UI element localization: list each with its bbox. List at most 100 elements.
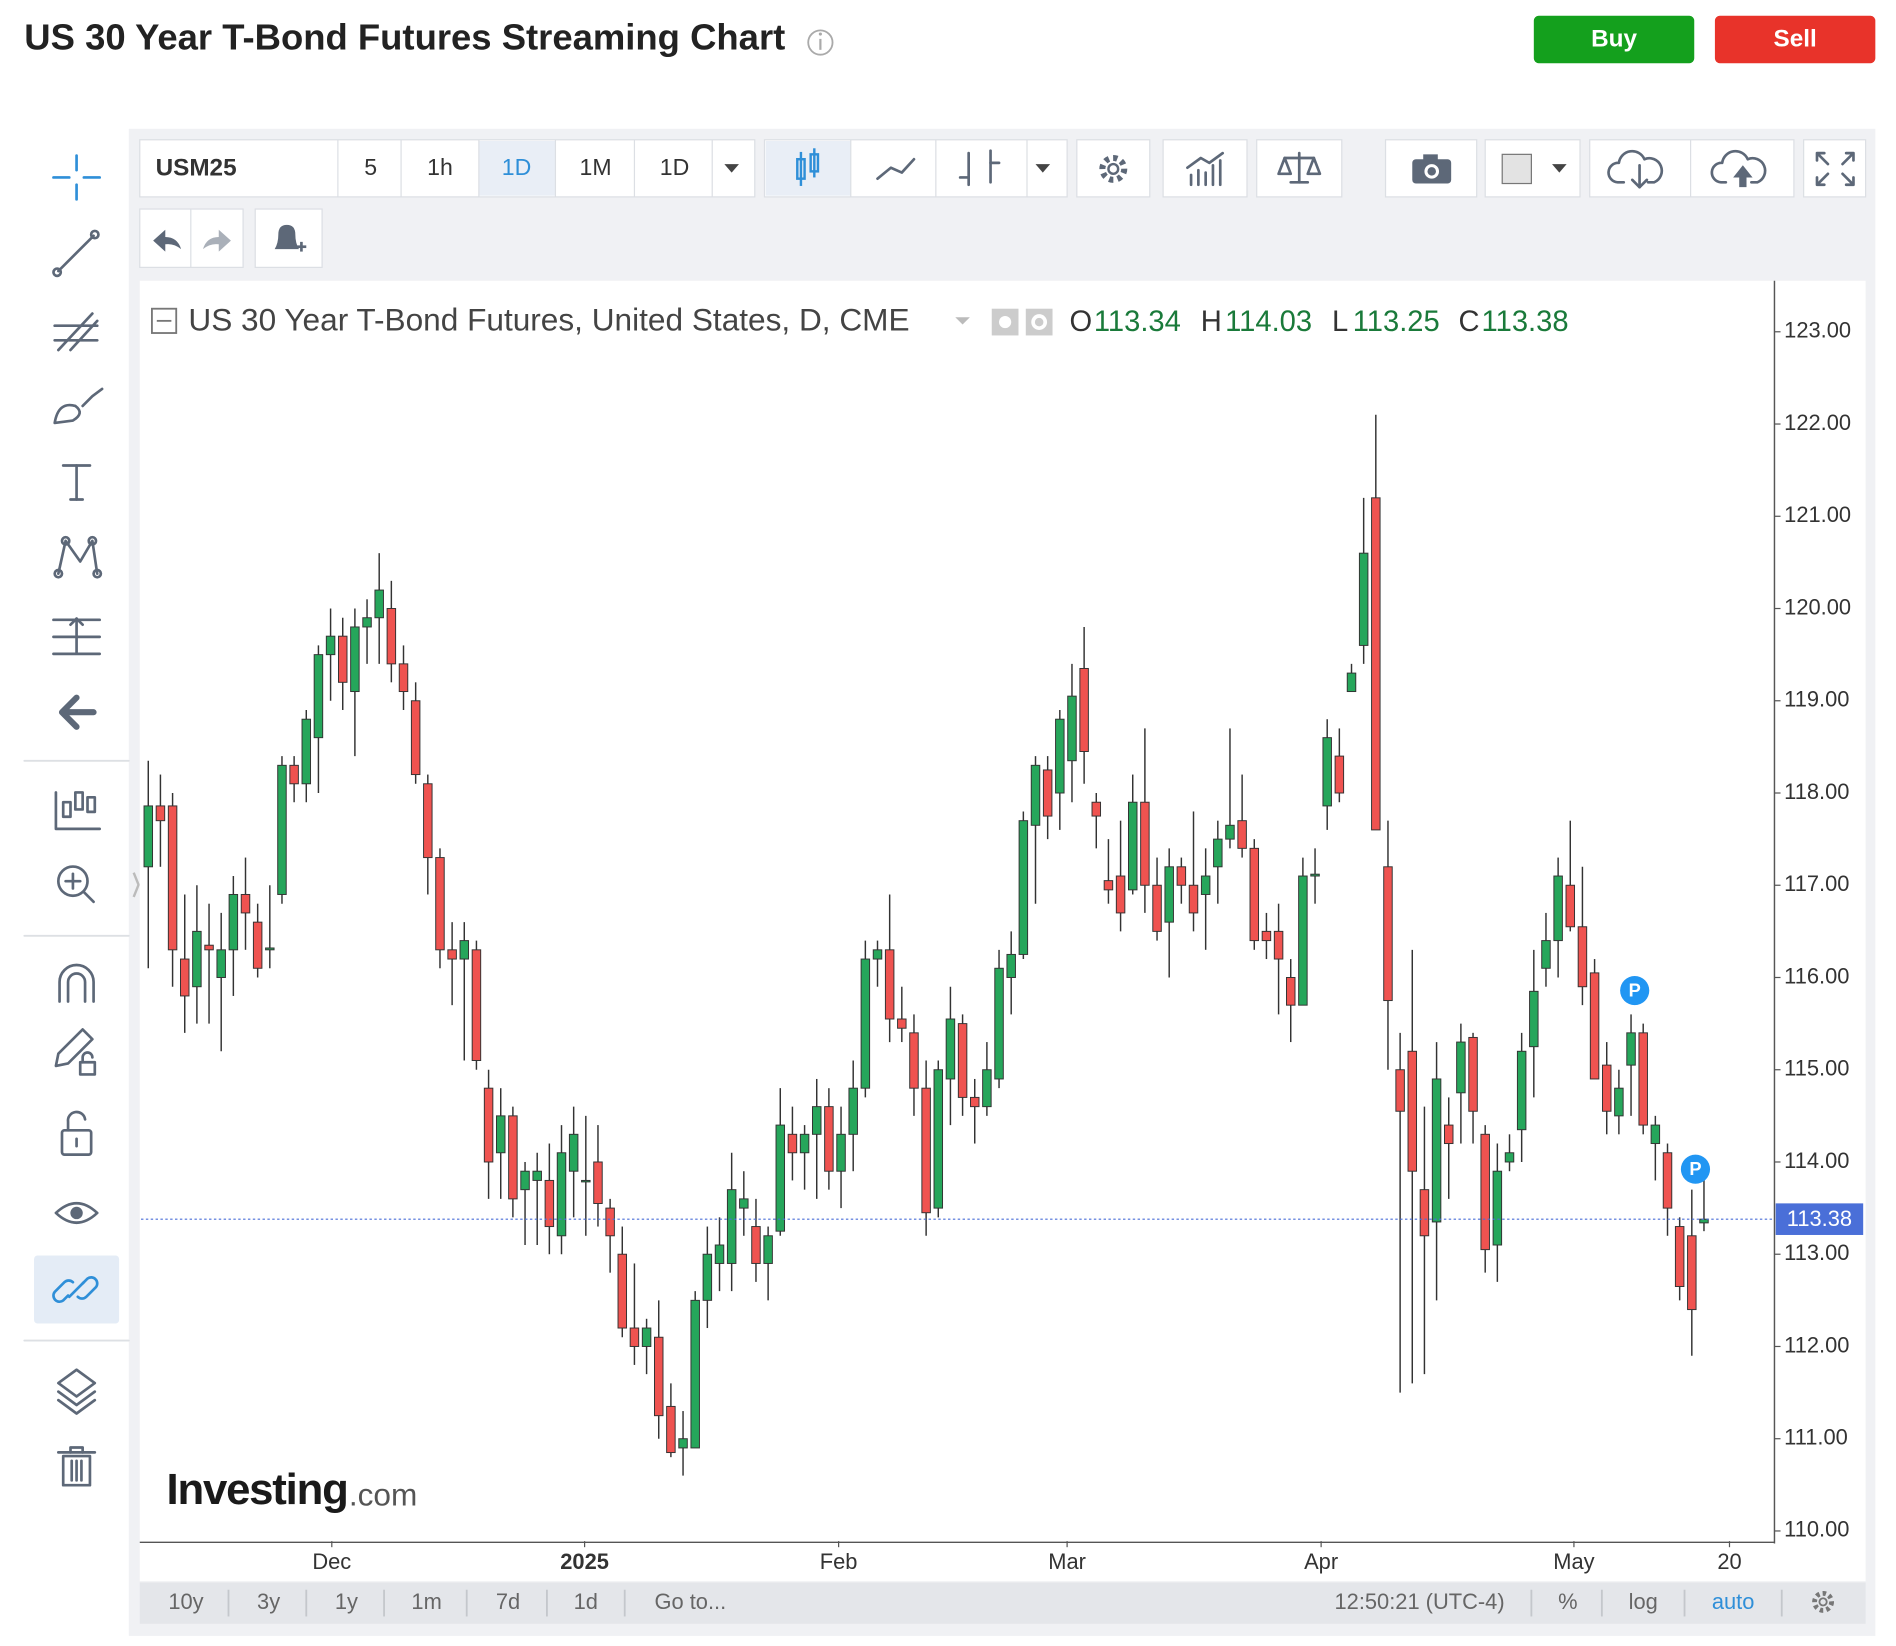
color-button[interactable]: [1484, 139, 1581, 198]
cloud-upload[interactable]: [1710, 149, 1767, 188]
range-button[interactable]: 3y: [257, 1589, 280, 1614]
fullscreen-button[interactable]: [1803, 139, 1867, 198]
candle-body: [836, 1133, 846, 1172]
redo-icon[interactable]: [202, 229, 231, 252]
buy-button[interactable]: [1533, 15, 1695, 64]
candle-body: [739, 1198, 749, 1209]
visibility-tool[interactable]: [54, 1201, 99, 1225]
fib-tool[interactable]: [53, 312, 99, 352]
dropdown-arrow[interactable]: [1035, 164, 1051, 173]
indicators-button[interactable]: [1162, 139, 1248, 198]
interval[interactable]: 1h: [427, 154, 453, 180]
interval[interactable]: 1M: [580, 154, 612, 180]
candle-body: [1589, 972, 1600, 1080]
event-marker[interactable]: [1680, 1154, 1711, 1184]
log-toggle[interactable]: log: [1629, 1589, 1658, 1614]
crosshair-tool[interactable]: [52, 154, 101, 201]
dropdown-arrow[interactable]: [724, 164, 739, 173]
candle-body: [1298, 875, 1308, 1006]
settings-button[interactable]: [1076, 139, 1151, 198]
range-button[interactable]: 1m: [411, 1589, 441, 1614]
candle-body: [629, 1327, 640, 1347]
dropdown-arrow[interactable]: [1552, 164, 1567, 173]
magnet-tool[interactable]: [58, 963, 95, 1003]
lock-draw-tool[interactable]: [54, 1028, 97, 1076]
candle-body: [1103, 880, 1114, 891]
bar-icon[interactable]: [958, 149, 1001, 187]
candle-body: [240, 893, 251, 914]
zoom-tool[interactable]: [57, 865, 95, 904]
sidebar-collapse[interactable]: [132, 872, 140, 898]
event-marker[interactable]: [1620, 975, 1650, 1006]
auto-toggle[interactable]: auto: [1712, 1589, 1755, 1614]
interval[interactable]: 1D: [502, 154, 532, 180]
candle-body: [1334, 755, 1345, 794]
delete-tool[interactable]: [57, 1446, 97, 1487]
candle-body: [1006, 953, 1016, 978]
interval[interactable]: 5: [364, 154, 377, 180]
range-button[interactable]: 1d: [574, 1589, 598, 1614]
indicator-tool[interactable]: [54, 791, 101, 831]
footer-separators: [227, 1589, 1783, 1617]
candle-body: [192, 930, 202, 988]
info-icon[interactable]: [807, 29, 834, 56]
candle-body: [690, 1299, 700, 1449]
percent-toggle[interactable]: %: [1558, 1589, 1577, 1614]
range-button[interactable]: 7d: [496, 1589, 520, 1614]
candle-body: [1565, 884, 1576, 928]
candle-body: [1480, 1133, 1490, 1251]
interval[interactable]: 1D: [660, 154, 690, 180]
x-tick-label: May: [1553, 1549, 1594, 1574]
y-tick-label: 113.00: [1784, 1240, 1849, 1265]
candle-body: [289, 764, 299, 785]
candle-body: [1127, 801, 1138, 891]
text-tool[interactable]: [61, 464, 92, 501]
candle-body: [1176, 866, 1187, 886]
clock: 12:50:21 (UTC-4): [1335, 1589, 1505, 1614]
pattern-tool[interactable]: [53, 535, 103, 579]
footer-settings[interactable]: [1812, 1590, 1835, 1613]
range-button[interactable]: 10y: [168, 1589, 203, 1614]
y-tick-label: 110.00: [1784, 1517, 1849, 1542]
measure-tool[interactable]: [52, 617, 101, 656]
candle-body: [1018, 820, 1029, 955]
interval-group: [139, 139, 756, 198]
cloud-download[interactable]: [1607, 149, 1664, 189]
legend-dropdown[interactable]: [955, 317, 970, 325]
candle-body: [1237, 820, 1247, 849]
candle-body: [1516, 1050, 1527, 1131]
line-icon[interactable]: [876, 157, 916, 180]
y-tick-label: 116.00: [1784, 963, 1849, 988]
y-tick-label: 115.00: [1784, 1056, 1849, 1081]
candle-body: [277, 764, 287, 895]
candle-icon[interactable]: [796, 148, 820, 186]
y-tick-label: 119.00: [1784, 687, 1849, 712]
candle-body: [581, 1179, 591, 1183]
ohlc-value: 113.38: [1482, 306, 1569, 338]
range-button[interactable]: 1y: [335, 1589, 358, 1614]
legend-settings[interactable]: [1025, 308, 1053, 336]
candle-body: [1687, 1235, 1697, 1311]
candle-body: [1249, 847, 1260, 942]
trendline-tool[interactable]: [52, 229, 100, 278]
candle-body: [252, 921, 263, 969]
sell-button[interactable]: [1714, 15, 1876, 64]
legend-gear: [1031, 314, 1048, 330]
symbol-input[interactable]: USM25: [156, 154, 237, 181]
candle-body: [1140, 801, 1150, 886]
x-tick-label: 20: [1717, 1549, 1741, 1574]
layers-tool[interactable]: [57, 1368, 97, 1415]
goto-button[interactable]: Go to...: [654, 1589, 726, 1614]
undo-icon[interactable]: [153, 229, 182, 252]
brush-tool[interactable]: [53, 387, 104, 425]
lock-tool[interactable]: [60, 1110, 93, 1156]
candle-body: [1443, 1124, 1454, 1145]
candle-body: [1164, 866, 1174, 923]
plot: 110.00 111.00 112.00 113.00 114.00 115.00 116.…: [140, 318, 1864, 1574]
hide-panel-arrow[interactable]: [58, 694, 97, 730]
page-title: US 30 Year T-Bond Futures Streaming Char…: [24, 17, 785, 58]
candle-body: [933, 1069, 944, 1209]
candle-body: [1638, 1032, 1648, 1126]
link-tool[interactable]: [52, 1276, 99, 1303]
